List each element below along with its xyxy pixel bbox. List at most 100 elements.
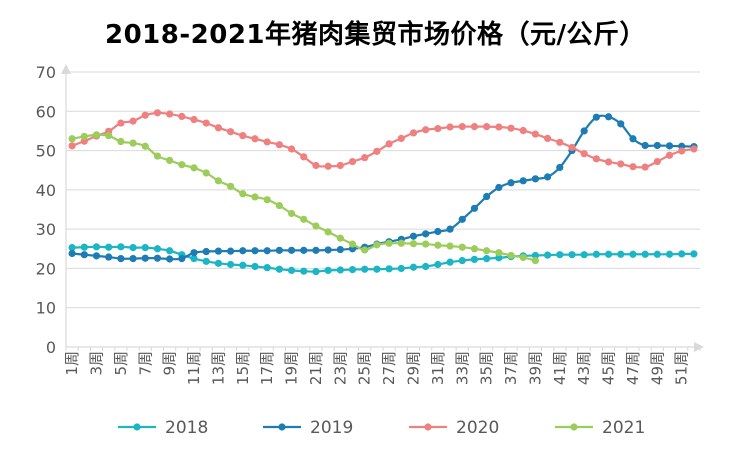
legend[interactable]: 2018 2019 2020 2021 (118, 418, 645, 438)
data-point-2018 (556, 251, 564, 259)
data-point-2019 (653, 141, 661, 150)
data-point-2021 (105, 132, 113, 140)
y-tick-label: 70 (36, 63, 56, 82)
data-point-2019 (507, 179, 515, 187)
y-tick-label: 10 (36, 299, 56, 318)
legend-label-2018: 2018 (165, 418, 208, 438)
series-2021 (68, 131, 540, 265)
data-point-2020 (153, 109, 162, 117)
data-point-2020 (568, 143, 576, 152)
data-point-2019 (324, 246, 332, 254)
legend-label-2019: 2019 (310, 418, 353, 438)
data-point-2018 (80, 243, 88, 251)
data-point-2021 (263, 196, 271, 204)
data-point-2018 (373, 265, 381, 273)
data-point-2019 (592, 113, 600, 121)
data-point-2020 (556, 138, 564, 146)
data-point-2019 (287, 246, 296, 254)
x-tick-label: 9周 (161, 351, 179, 376)
data-point-2018 (409, 263, 418, 271)
x-tick-label: 21周 (307, 351, 325, 385)
data-point-2018 (251, 262, 259, 271)
legend-item-2020[interactable]: 2020 (409, 418, 499, 438)
x-tick-label: 35周 (478, 351, 496, 385)
grid-layer (66, 71, 700, 309)
data-point-2020 (287, 145, 296, 153)
data-point-2021 (519, 253, 527, 262)
data-point-2021 (495, 249, 503, 257)
data-point-2018 (312, 267, 320, 276)
data-point-2019 (483, 192, 491, 201)
x-tick-label: 31周 (429, 351, 447, 385)
data-point-2021 (275, 201, 283, 210)
x-tick-label: 39周 (526, 351, 544, 385)
data-point-2019 (202, 247, 210, 256)
data-point-2020 (507, 124, 515, 132)
data-point-2019 (495, 183, 503, 192)
data-point-2018 (129, 244, 137, 252)
data-point-2020 (202, 119, 210, 127)
x-tick-label: 37周 (502, 351, 520, 385)
data-point-2018 (470, 255, 479, 263)
data-point-2021 (312, 222, 320, 230)
data-point-2020 (251, 135, 259, 143)
data-point-2019 (129, 255, 137, 263)
legend-label-2020: 2020 (456, 418, 499, 438)
data-point-2020 (580, 150, 588, 158)
y-tick-label: 40 (36, 181, 56, 200)
x-tick-label: 11周 (185, 351, 203, 385)
data-point-2019 (117, 255, 125, 263)
data-point-2020 (68, 142, 76, 150)
data-point-2020 (397, 134, 405, 142)
data-point-2018 (214, 259, 223, 267)
data-point-2018 (141, 244, 149, 252)
data-point-2021 (226, 182, 235, 190)
data-point-2021 (239, 190, 247, 198)
data-point-2021 (348, 240, 357, 248)
x-tick-label: 7周 (136, 351, 154, 376)
series-line-2018 (72, 245, 694, 273)
data-point-2021 (202, 169, 210, 177)
data-point-2019 (580, 127, 588, 135)
data-point-2021 (190, 164, 198, 172)
data-point-2020 (629, 163, 637, 171)
data-point-2019 (166, 255, 174, 263)
x-tick-label: 3周 (87, 351, 105, 376)
series-2018 (68, 243, 698, 276)
data-point-2020 (483, 123, 491, 131)
data-point-2019 (409, 232, 418, 240)
data-point-2018 (665, 250, 674, 258)
data-point-2018 (690, 250, 698, 258)
data-point-2020 (324, 162, 332, 170)
data-point-2021 (92, 131, 101, 139)
legend-item-2018[interactable]: 2018 (118, 418, 208, 438)
data-point-2019 (531, 175, 540, 183)
legend-item-2021[interactable]: 2021 (555, 418, 645, 438)
x-tick-label: 25周 (356, 351, 374, 385)
data-point-2018 (568, 251, 576, 259)
data-point-2019 (312, 246, 320, 254)
data-point-2020 (617, 160, 625, 168)
data-point-2020 (665, 151, 674, 159)
data-point-2018 (629, 250, 637, 258)
series-2019 (68, 113, 698, 263)
y-tick-label: 60 (36, 102, 56, 121)
legend-item-2019[interactable]: 2019 (263, 418, 353, 438)
data-point-2020 (519, 126, 527, 135)
data-point-2020 (336, 161, 344, 170)
data-point-2018 (348, 266, 357, 274)
data-point-2020 (446, 123, 454, 131)
data-point-2019 (178, 255, 186, 263)
data-point-2019 (556, 163, 564, 172)
y-tick-label: 50 (36, 142, 56, 161)
data-point-2018 (336, 266, 344, 274)
data-point-2019 (251, 247, 259, 255)
data-point-2019 (641, 141, 649, 150)
data-point-2019 (68, 249, 76, 258)
data-point-2018 (239, 261, 247, 269)
data-point-2019 (80, 251, 88, 259)
data-point-2020 (275, 141, 283, 149)
data-point-2021 (214, 177, 223, 185)
data-point-2019 (300, 246, 308, 254)
